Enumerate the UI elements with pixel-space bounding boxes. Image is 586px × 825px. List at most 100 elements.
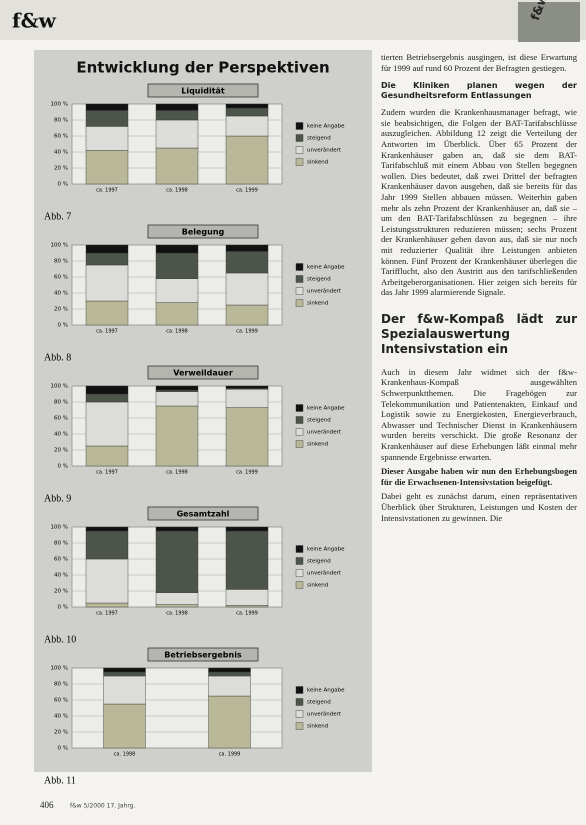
bar-segment — [85, 558, 129, 604]
legend-label: steigend — [307, 418, 331, 424]
legend-label: steigend — [307, 559, 331, 565]
legend-swatch — [295, 275, 304, 283]
page-number: 406 — [40, 800, 54, 810]
bar-segment — [85, 103, 129, 111]
caption: Abb. 7 — [44, 211, 71, 222]
chart-title-box — [147, 365, 259, 380]
bar-segment — [155, 592, 199, 605]
bar-segment — [85, 110, 129, 127]
chart-title-box — [147, 647, 259, 662]
bar-segment — [225, 251, 269, 274]
bar-segment — [225, 107, 269, 117]
legend-label: keine Angabe — [307, 265, 345, 271]
y-tick-label: 60 % — [54, 557, 68, 563]
bar-segment — [208, 675, 251, 697]
x-tick-label: ca. 1999 — [236, 470, 258, 476]
y-tick-label: 100 % — [51, 666, 68, 672]
y-tick-label: 20 % — [54, 448, 68, 454]
bar-segment — [225, 389, 269, 408]
legend-label: steigend — [307, 277, 331, 283]
bar-segment — [225, 304, 269, 326]
x-tick-label: ca. 1997 — [96, 611, 118, 617]
legend-swatch — [295, 287, 304, 295]
legend-label: keine Angabe — [307, 124, 345, 130]
bar-segment — [85, 244, 129, 254]
legend-swatch — [295, 710, 304, 718]
bar-segment — [103, 667, 146, 673]
bar-segment — [155, 147, 199, 185]
paragraph: Dieser Ausgabe haben wir nun den Erhebun… — [381, 466, 577, 487]
chart-title: Verweildauer — [173, 369, 233, 378]
y-tick-label: 20 % — [54, 730, 68, 736]
bar-segment — [155, 530, 199, 593]
bar-segment — [85, 401, 129, 447]
bar-segment — [225, 135, 269, 185]
chart-title: Betriebsergebnis — [164, 651, 242, 660]
bar-segment — [103, 675, 146, 705]
x-tick-label: ca. 1998 — [166, 611, 188, 617]
y-tick-label: 40 % — [54, 432, 68, 438]
legend-label: keine Angabe — [307, 406, 345, 412]
caption: Abb. 9 — [44, 493, 71, 504]
paragraph: tierten Betriebsergebnis ausgingen, ist … — [381, 52, 577, 73]
y-tick-label: 0 % — [58, 323, 68, 329]
chart-title: Gesamtzahl — [177, 510, 230, 519]
bar-segment — [155, 244, 199, 254]
x-tick-label: ca. 1999 — [236, 188, 258, 194]
bar-segment — [103, 703, 146, 749]
bar-segment — [85, 300, 129, 326]
bar-segment — [225, 407, 269, 467]
legend-label: sinkend — [307, 301, 328, 307]
x-tick-label: ca. 1997 — [96, 470, 118, 476]
y-tick-label: 40 % — [54, 714, 68, 720]
legend-label: unverändert — [307, 148, 342, 154]
bar-segment — [85, 126, 129, 151]
legend-swatch — [295, 158, 304, 166]
legend-label: sinkend — [307, 724, 328, 730]
bar-segment — [103, 671, 146, 677]
figure-title: Entwicklung der Perspektiven — [76, 59, 329, 77]
y-tick-label: 80 % — [54, 118, 68, 124]
y-tick-label: 0 % — [58, 746, 68, 752]
legend-label: unverändert — [307, 289, 342, 295]
bar-segment — [225, 244, 269, 252]
x-tick-label: ca. 1998 — [166, 188, 188, 194]
bar-segment — [155, 278, 199, 303]
subheading: Die Kliniken planen wegen der Gesundheit… — [381, 81, 577, 101]
x-tick-label: ca. 1997 — [96, 329, 118, 335]
x-tick-label: ca. 1998 — [166, 470, 188, 476]
legend-swatch — [295, 686, 304, 694]
y-tick-label: 0 % — [58, 182, 68, 188]
bar-segment — [155, 604, 199, 608]
y-tick-label: 20 % — [54, 307, 68, 313]
y-tick-label: 80 % — [54, 259, 68, 265]
y-tick-label: 60 % — [54, 416, 68, 422]
bar-segment — [85, 264, 129, 302]
y-tick-label: 100 % — [51, 243, 68, 249]
y-tick-label: 80 % — [54, 541, 68, 547]
legend-swatch — [295, 569, 304, 577]
y-tick-label: 80 % — [54, 400, 68, 406]
bar-segment — [225, 272, 269, 306]
legend-swatch — [295, 698, 304, 706]
y-tick-label: 60 % — [54, 134, 68, 140]
legend-swatch — [295, 440, 304, 448]
legend-swatch — [295, 122, 304, 130]
bar-segment — [225, 103, 269, 109]
bar-segment — [85, 385, 129, 395]
bar-segment — [225, 530, 269, 590]
chart-title-box — [147, 83, 259, 98]
bar-segment — [85, 526, 129, 532]
legend-swatch — [295, 263, 304, 271]
bar-segment — [155, 110, 199, 121]
legend-label: unverändert — [307, 712, 342, 718]
article: tierten Betriebsergebnis ausgingen, ist … — [381, 52, 577, 822]
legend-swatch — [295, 722, 304, 730]
legend-label: keine Angabe — [307, 688, 345, 694]
x-tick-label: ca. 1999 — [219, 752, 241, 758]
x-tick-label: ca. 1999 — [236, 329, 258, 335]
y-tick-label: 40 % — [54, 150, 68, 156]
badge — [518, 2, 580, 42]
